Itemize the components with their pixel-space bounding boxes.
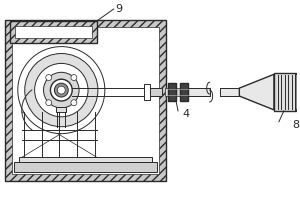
Bar [144, 84, 150, 100]
Bar [168, 83, 176, 101]
Text: 4: 4 [182, 109, 189, 119]
Bar [274, 73, 296, 111]
Circle shape [44, 72, 79, 108]
Bar [15, 26, 92, 38]
Circle shape [57, 86, 65, 94]
Circle shape [71, 100, 77, 106]
Polygon shape [239, 74, 274, 110]
Circle shape [54, 83, 68, 97]
Bar [12, 27, 159, 174]
Bar [150, 88, 162, 96]
Circle shape [46, 75, 52, 80]
Bar [165, 88, 169, 96]
Circle shape [46, 100, 52, 106]
Bar [14, 162, 157, 172]
Circle shape [18, 47, 105, 134]
Bar [188, 88, 210, 96]
Bar [176, 88, 180, 96]
Bar [5, 20, 166, 181]
Circle shape [50, 79, 72, 101]
Circle shape [71, 75, 77, 80]
Bar [10, 21, 97, 43]
Text: 9: 9 [116, 4, 123, 14]
Bar [220, 88, 239, 96]
Polygon shape [296, 73, 300, 111]
Bar [19, 157, 152, 162]
Text: 8: 8 [293, 120, 300, 130]
Bar [56, 107, 66, 112]
Circle shape [25, 54, 98, 127]
Circle shape [34, 63, 88, 117]
Bar [180, 83, 188, 101]
